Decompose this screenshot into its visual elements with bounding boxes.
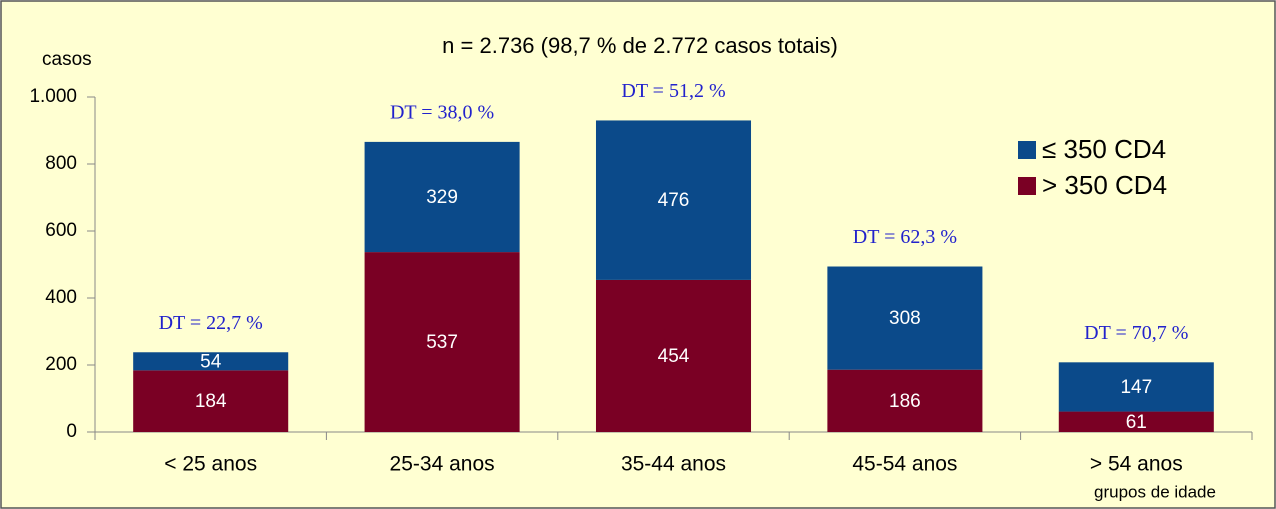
annotation: DT = 51,2 % (621, 80, 725, 102)
data-label: 537 (426, 332, 458, 353)
bar-segment (364, 252, 520, 432)
data-label: 54 (200, 351, 222, 372)
legend-swatch (1018, 141, 1036, 159)
bar-segment (1058, 362, 1214, 412)
bar-segment (1058, 411, 1214, 432)
x-axis-label: grupos de idade (1094, 482, 1216, 501)
bar-segment (827, 369, 983, 432)
y-tick-label: 800 (45, 153, 77, 174)
data-label: 308 (889, 308, 921, 329)
data-label: 454 (658, 346, 690, 367)
bar-segment (827, 266, 983, 370)
bar-segment (595, 120, 752, 280)
annotation: DT = 70,7 % (1084, 322, 1188, 344)
data-label: 147 (1120, 377, 1152, 398)
legend-label: ≤ 350 CD4 (1042, 134, 1166, 164)
bar-segment (595, 279, 752, 432)
data-label: 186 (889, 391, 921, 412)
chart-title: n = 2.736 (98,7 % de 2.772 casos totais) (442, 33, 838, 58)
legend-swatch (1018, 177, 1036, 195)
y-tick-label: 400 (45, 287, 77, 308)
y-tick-label: 1.000 (29, 86, 77, 107)
data-label: 61 (1126, 412, 1147, 433)
data-label: 476 (658, 190, 690, 211)
x-tick-label: 35-44 anos (621, 453, 726, 476)
annotation: DT = 22,7 % (159, 312, 263, 334)
x-tick-label: 25-34 anos (390, 453, 495, 476)
data-label: 329 (426, 187, 458, 208)
y-tick-label: 600 (45, 220, 77, 241)
x-tick-label: 45-54 anos (852, 453, 957, 476)
y-tick-label: 200 (45, 354, 77, 375)
x-tick-label: > 54 anos (1090, 453, 1183, 476)
y-tick-label: 0 (66, 421, 77, 442)
y-axis-label: casos (42, 49, 92, 70)
x-tick-label: < 25 anos (164, 453, 257, 476)
annotation: DT = 38,0 % (390, 101, 494, 123)
annotation: DT = 62,3 % (853, 226, 957, 248)
bar-segment (364, 141, 520, 253)
bar-segment (133, 352, 289, 371)
data-label: 184 (195, 391, 227, 412)
legend-label: > 350 CD4 (1042, 170, 1167, 200)
bar-segment (133, 370, 289, 432)
